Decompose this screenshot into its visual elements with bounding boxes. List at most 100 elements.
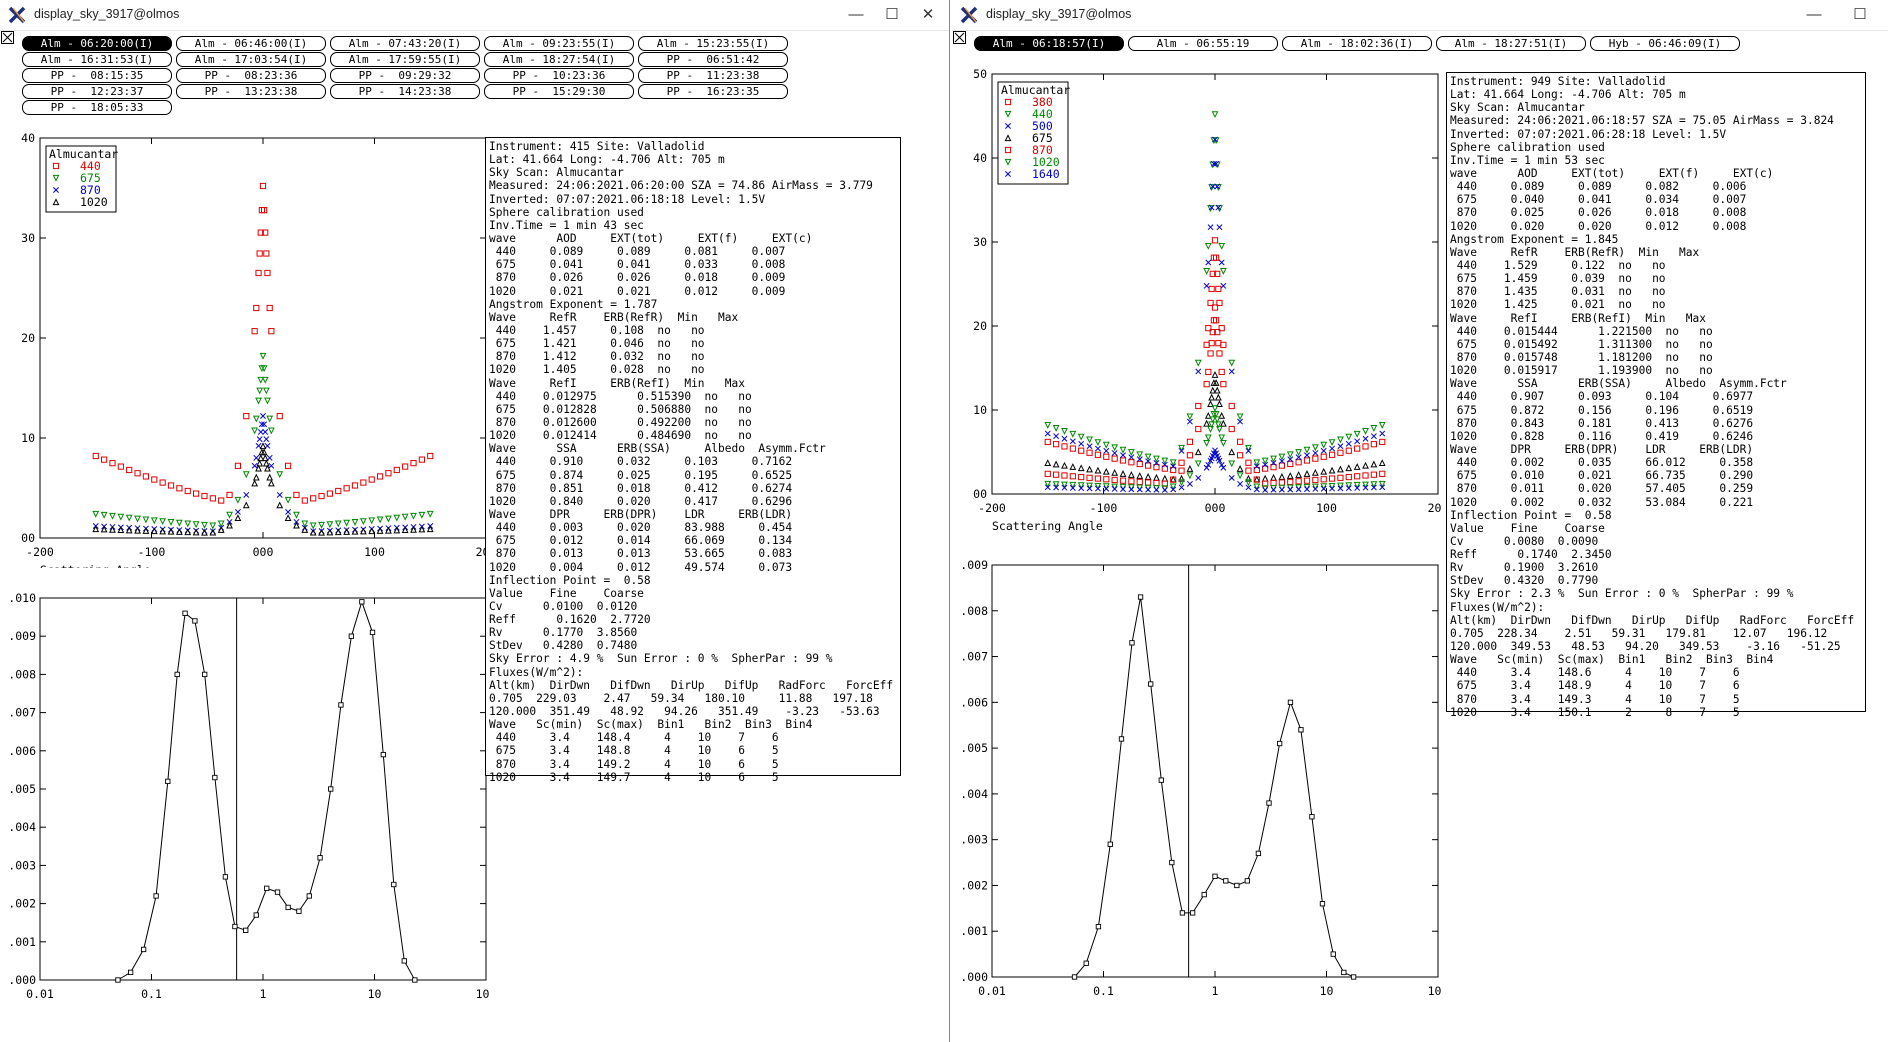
y-tick-label: .002 <box>8 897 36 911</box>
data-point <box>1303 457 1311 464</box>
minimize-button[interactable]: — <box>1806 6 1822 23</box>
data-point <box>1086 485 1093 492</box>
data-point <box>1086 474 1093 481</box>
data-point <box>1069 481 1077 489</box>
close-icon[interactable] <box>953 31 966 44</box>
scan-button[interactable]: Alm - 06:20:00(I) <box>22 36 172 51</box>
x-tick-label: 1 <box>260 987 267 1001</box>
data-point <box>1044 459 1052 467</box>
data-point <box>259 352 267 360</box>
data-point <box>1210 160 1217 167</box>
data-point <box>1295 478 1302 485</box>
data-point <box>1136 460 1143 468</box>
scan-button[interactable]: Alm - 06:46:00(I) <box>176 36 326 51</box>
scan-button[interactable]: PP - 16:23:35 <box>638 84 788 99</box>
info-line: 675 1.459 0.039 no no <box>1450 272 1666 286</box>
curve-point <box>1212 873 1218 879</box>
data-point <box>1287 486 1294 493</box>
legend-marker <box>1004 98 1012 106</box>
data-point <box>1103 453 1110 460</box>
y-tick-label: .005 <box>8 782 36 796</box>
info-line: 1020 0.840 0.020 0.417 0.6296 <box>489 494 793 508</box>
info-line: 120.000 351.49 48.92 94.26 351.49 -3.23 … <box>489 705 880 719</box>
data-point <box>1215 340 1222 347</box>
scan-button[interactable]: Hyb - 06:46:09(I) <box>1590 36 1740 51</box>
data-point <box>1153 464 1160 471</box>
data-point <box>256 436 263 443</box>
scan-button[interactable]: PP - 14:23:38 <box>330 84 480 99</box>
curve-point <box>359 599 365 605</box>
maximize-button[interactable]: ☐ <box>1853 6 1867 23</box>
data-point <box>126 466 133 474</box>
data-point <box>1328 482 1336 490</box>
data-point <box>159 527 167 535</box>
scan-button[interactable]: Alm - 17:03:54(I) <box>176 52 326 67</box>
data-point <box>1127 449 1135 456</box>
data-point <box>257 376 265 384</box>
title-bar[interactable]: display_sky_3917@olmos — ☐ ✕ <box>0 0 949 31</box>
curve-point <box>1083 960 1089 966</box>
data-point <box>1320 485 1327 492</box>
data-point <box>1286 451 1294 459</box>
data-point <box>1203 267 1211 275</box>
scan-button[interactable]: PP - 13:23:38 <box>176 84 326 99</box>
scan-button[interactable]: Alm - 18:02:36(I) <box>1282 36 1432 51</box>
scan-button[interactable]: PP - 06:51:42 <box>638 52 788 67</box>
close-button[interactable]: ✕ <box>921 6 935 23</box>
data-point <box>1287 478 1294 486</box>
data-point <box>1111 444 1119 452</box>
data-point <box>1069 484 1076 491</box>
curve-point <box>1179 910 1186 916</box>
data-point <box>1053 471 1060 478</box>
data-point <box>1228 474 1235 481</box>
data-point <box>293 491 300 499</box>
data-point <box>1216 457 1223 464</box>
data-point <box>1236 452 1244 459</box>
data-point <box>1186 413 1194 421</box>
curve-point <box>380 751 386 758</box>
data-point <box>1145 462 1152 469</box>
data-point <box>264 397 271 405</box>
scan-button[interactable]: Alm - 07:43:20(I) <box>330 36 480 51</box>
curve-point <box>1255 850 1262 857</box>
info-line: 1020 1.405 0.028 no no <box>489 363 705 377</box>
legend-label: 440 <box>80 159 101 173</box>
y-tick-label: .000 <box>960 970 988 984</box>
scan-button[interactable]: PP - 08:15:35 <box>22 68 172 83</box>
title-bar[interactable]: display_sky_3917@olmos — ☐ <box>952 0 1888 31</box>
close-icon[interactable] <box>1 31 14 44</box>
data-point <box>1214 270 1221 277</box>
y-tick-label: .006 <box>8 744 36 758</box>
scan-button[interactable]: Alm - 09:23:55(I) <box>484 36 634 51</box>
data-point <box>1228 425 1235 433</box>
maximize-button[interactable]: ☐ <box>885 6 899 23</box>
data-point <box>284 496 292 504</box>
info-line: 675 0.012828 0.506880 no no <box>489 402 752 416</box>
info-line: Inverted: 07:07:2021.06:28:18 Level: 1.5… <box>1450 127 1727 141</box>
scan-button[interactable]: PP - 08:23:36 <box>176 68 326 83</box>
scan-button[interactable]: PP - 11:23:38 <box>638 68 788 83</box>
scan-button[interactable]: Alm - 15:23:55(I) <box>638 36 788 51</box>
info-line: 870 0.012600 0.492200 no no <box>489 415 752 429</box>
scan-button[interactable]: Alm - 06:55:19 <box>1128 36 1278 51</box>
scan-button[interactable]: Alm - 17:59:55(I) <box>330 52 480 67</box>
minimize-button[interactable]: — <box>848 6 864 23</box>
data-point <box>242 501 250 509</box>
scan-button[interactable]: PP - 10:23:36 <box>484 68 634 83</box>
scan-button[interactable]: PP - 09:29:32 <box>330 68 480 83</box>
scan-button[interactable]: PP - 12:23:37 <box>22 84 172 99</box>
scan-button[interactable]: Alm - 16:31:53(I) <box>22 52 172 67</box>
scan-button[interactable]: Alm - 18:27:51(I) <box>1436 36 1586 51</box>
scan-button[interactable]: PP - 15:29:30 <box>484 84 634 99</box>
scan-button[interactable]: Alm - 06:18:57(I) <box>974 36 1124 51</box>
data-point <box>393 514 401 522</box>
scan-button[interactable]: PP - 18:05:33 <box>22 100 172 115</box>
data-point <box>1320 441 1328 449</box>
data-point <box>1378 422 1386 429</box>
data-point <box>410 512 417 520</box>
data-point <box>359 527 367 535</box>
info-line: 0.705 229.03 2.47 59.34 180.10 11.88 197… <box>489 691 873 705</box>
scan-button[interactable]: Alm - 18:27:54(I) <box>484 52 634 67</box>
y-tick-label: .005 <box>960 741 988 755</box>
